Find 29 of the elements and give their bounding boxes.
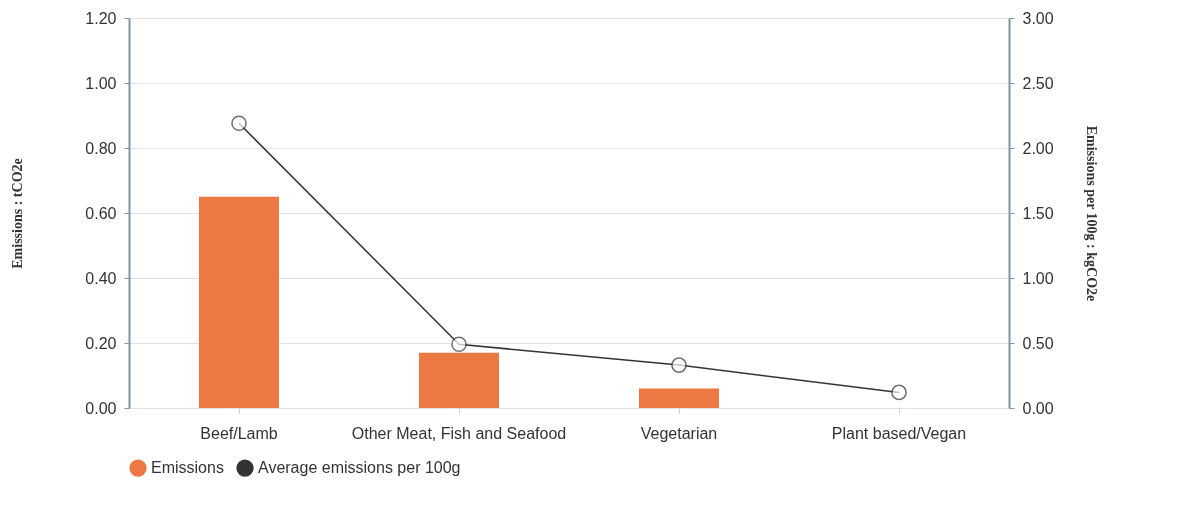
x-tick-label: Beef/Lamb (200, 424, 278, 442)
y2-tick-label: 1.00 (1022, 269, 1054, 287)
x-tick-label: Plant based/Vegan (831, 424, 967, 442)
legend-label: Emissions (151, 459, 224, 477)
y2-tick-label: 1.50 (1022, 204, 1054, 222)
point (671, 357, 687, 373)
x-tick-label: Other Meat, Fish and Seafood (351, 424, 567, 442)
y-tick-label: 0.80 (85, 139, 117, 157)
y-axis-title: Emissions : tCO2e (10, 158, 26, 269)
y-tick-label: 1.00 (85, 74, 117, 92)
y-tick-label: 1.20 (85, 9, 117, 27)
bar (639, 388, 719, 408)
y2-tick-label: 2.50 (1022, 74, 1054, 92)
y-tick-label: 0.00 (85, 399, 117, 417)
point (891, 384, 907, 401)
y2-tick-label: 0.50 (1022, 334, 1054, 352)
y2-tick-label: 2.00 (1022, 139, 1054, 157)
y2-tick-label: 3.00 (1022, 9, 1054, 27)
bar (419, 352, 499, 408)
legend-label: Average emissions per 100g (258, 459, 461, 477)
y-tick-label: 0.60 (85, 204, 117, 222)
point (231, 115, 247, 132)
y2-axis-title: Emissions per 100g : kgCO2e (1083, 125, 1099, 302)
point (451, 336, 467, 353)
bar (199, 196, 279, 408)
y-tick-label: 0.40 (85, 269, 117, 287)
y-tick-label: 0.20 (85, 334, 117, 352)
x-tick-label: Vegetarian (640, 424, 718, 442)
y2-tick-label: 0.00 (1022, 399, 1054, 417)
